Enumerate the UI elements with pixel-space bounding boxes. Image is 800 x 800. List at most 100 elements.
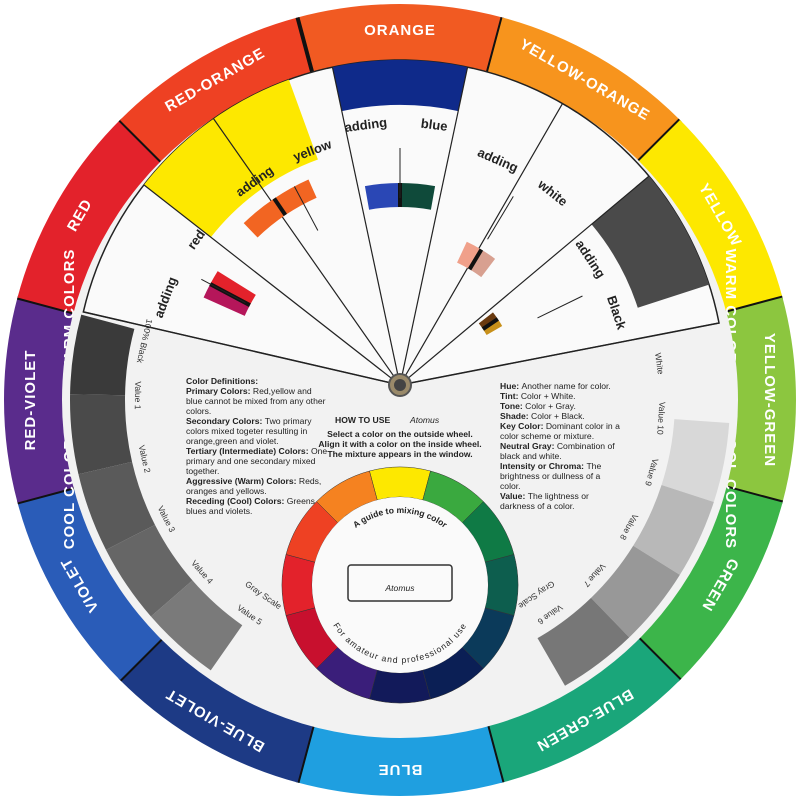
- arrow-icon: [293, 186, 319, 231]
- blue-wedge: [332, 60, 468, 112]
- ring-segment-red[interactable]: [17, 119, 167, 315]
- mix-swatch: [478, 312, 498, 330]
- mix-swatch-divider: [481, 317, 499, 331]
- gray-scale-right-swatch: [537, 597, 630, 686]
- gray-scale-right-swatch: [633, 484, 714, 575]
- definition-term: Aggressive (Warm) Colors:: [186, 476, 299, 486]
- mix-swatch: [469, 249, 496, 278]
- ring-segment-yellow-green[interactable]: [718, 297, 796, 503]
- how-to-use-title: HOW TO USE: [335, 415, 390, 425]
- brand-box: [347, 564, 453, 602]
- definition-entry: Color Definitions:: [186, 376, 258, 386]
- ring-segment-green[interactable]: [633, 485, 783, 681]
- definition-entry: Shade: Color + Black.: [500, 411, 585, 421]
- ring-segment-violet[interactable]: [17, 485, 167, 681]
- window-divider: [83, 311, 401, 386]
- inner-wheel-center: [312, 497, 488, 673]
- how-to-use: HOW TO USE Atomus Select a color on the ou…: [318, 415, 481, 459]
- definition-entry: Key Color: Dominant color in a color sche…: [500, 421, 620, 441]
- definition-term: Value:: [500, 491, 528, 501]
- pivot-rivet-center: [394, 379, 406, 391]
- mix-swatch: [482, 319, 503, 335]
- definition-text: Combination of: [557, 441, 615, 451]
- definition-text: Two primary: [265, 416, 312, 426]
- gray-scale-left-swatch: [70, 394, 133, 475]
- definition-text-cont: orange,green and violet.: [186, 436, 279, 446]
- mix-swatch: [203, 284, 250, 316]
- ring-segment-blue-green[interactable]: [485, 633, 681, 783]
- definition-term: Primary Colors:: [186, 386, 253, 396]
- definition-term: Color Definitions:: [186, 376, 258, 386]
- definition-text: The: [586, 461, 601, 471]
- ring-segment-red-orange[interactable]: [119, 17, 315, 167]
- definition-text: Greens,: [287, 496, 318, 506]
- how-to-use-line: Select a color on the outside wheel.: [327, 429, 473, 439]
- definition-entry: Intensity or Chroma: The brightness or du…: [500, 461, 601, 491]
- definition-text-cont: blues and violets.: [186, 506, 252, 516]
- definition-entry: Aggressive (Warm) Colors: Reds, oranges a…: [186, 476, 321, 496]
- black-wedge: [591, 176, 710, 308]
- definition-term: Tone:: [500, 401, 525, 411]
- definition-text-cont: together.: [186, 466, 219, 476]
- window-label-adding: adding: [344, 115, 388, 135]
- definition-term: Hue:: [500, 381, 521, 391]
- mix-swatch: [400, 183, 436, 210]
- definition-term: Key Color:: [500, 421, 546, 431]
- definition-text: One: [311, 446, 327, 456]
- how-to-use-brand: Atomus: [409, 415, 440, 425]
- definition-term: Intensity or Chroma:: [500, 461, 586, 471]
- mix-swatch-divider: [467, 248, 484, 271]
- arrow-icon: [537, 295, 583, 319]
- definition-text: Color + Black.: [531, 411, 585, 421]
- definition-term: Shade:: [500, 411, 531, 421]
- definition-text-cont: color.: [500, 481, 521, 491]
- definition-text-cont: brightness or dullness of a: [500, 471, 601, 481]
- outer-color-ring[interactable]: ORANGEYELLOW-ORANGEYELLOWYELLOW-GREENGRE…: [4, 4, 796, 796]
- definition-text: Dominant color in a: [546, 421, 620, 431]
- how-to-use-line: The mixture appears in the window.: [327, 449, 472, 459]
- window-divider: [143, 184, 401, 386]
- definition-text: Another name for color.: [521, 381, 610, 391]
- definition-entry: Neutral Gray: Combination of black and wh…: [500, 441, 615, 461]
- definition-text: Red,yellow and: [253, 386, 312, 396]
- mix-swatch: [243, 198, 286, 238]
- gray-scale-right-swatch: [661, 419, 730, 502]
- ring-segment-blue-violet[interactable]: [119, 633, 315, 783]
- ring-segment-yellow[interactable]: [633, 119, 783, 315]
- definition-entry: Hue: Another name for color.: [500, 381, 611, 391]
- mix-swatch: [364, 183, 400, 210]
- window-divider: [213, 118, 401, 386]
- inner-wheel-segment: [281, 554, 316, 616]
- gray-scale-right-label: Value 10: [655, 401, 667, 435]
- ring-segment-blue[interactable]: [297, 718, 503, 796]
- definition-entry: Tone: Color + Gray.: [500, 401, 576, 411]
- arrow-icon: [487, 196, 514, 240]
- definition-text-cont: colors.: [186, 406, 211, 416]
- gray-scale-left-swatch: [105, 524, 193, 617]
- ring-label-red-violet: RED-VIOLET: [22, 350, 39, 451]
- definition-entry: Tertiary (Intermediate) Colors: One prima…: [186, 446, 327, 476]
- mix-swatch: [457, 241, 482, 270]
- ring-segment-orange[interactable]: [297, 4, 503, 82]
- gray-scale-right-label: White: [653, 352, 666, 375]
- definition-text-cont: black and white.: [500, 451, 562, 461]
- gray-scale-right-swatch: [670, 342, 730, 424]
- arrow-icon: [201, 278, 246, 304]
- gray-scale-left-swatch: [70, 314, 135, 396]
- definition-entry: Primary Colors: Red,yellow and blue canno…: [186, 386, 326, 416]
- inner-wheel-segment: [369, 669, 431, 704]
- definition-term: Receding (Cool) Colors:: [186, 496, 287, 506]
- definition-term: Neutral Gray:: [500, 441, 557, 451]
- ring-segment-yellow-orange[interactable]: [485, 17, 681, 167]
- definition-term: Tertiary (Intermediate) Colors:: [186, 446, 311, 456]
- ring-label-blue: BLUE: [378, 761, 423, 778]
- brand-logo: Atomus: [384, 583, 415, 593]
- definitions: Color Definitions: Primary Colors: Red,y…: [186, 376, 620, 516]
- window-divider: [399, 103, 564, 386]
- definition-text-cont: oranges and yellows.: [186, 486, 267, 496]
- gray-scale-right-swatch: [591, 545, 680, 638]
- definition-entry: Secondary Colors: Two primary colors mixe…: [186, 416, 312, 446]
- ring-divider: [295, 16, 317, 82]
- ring-segment-red-violet[interactable]: [4, 297, 82, 503]
